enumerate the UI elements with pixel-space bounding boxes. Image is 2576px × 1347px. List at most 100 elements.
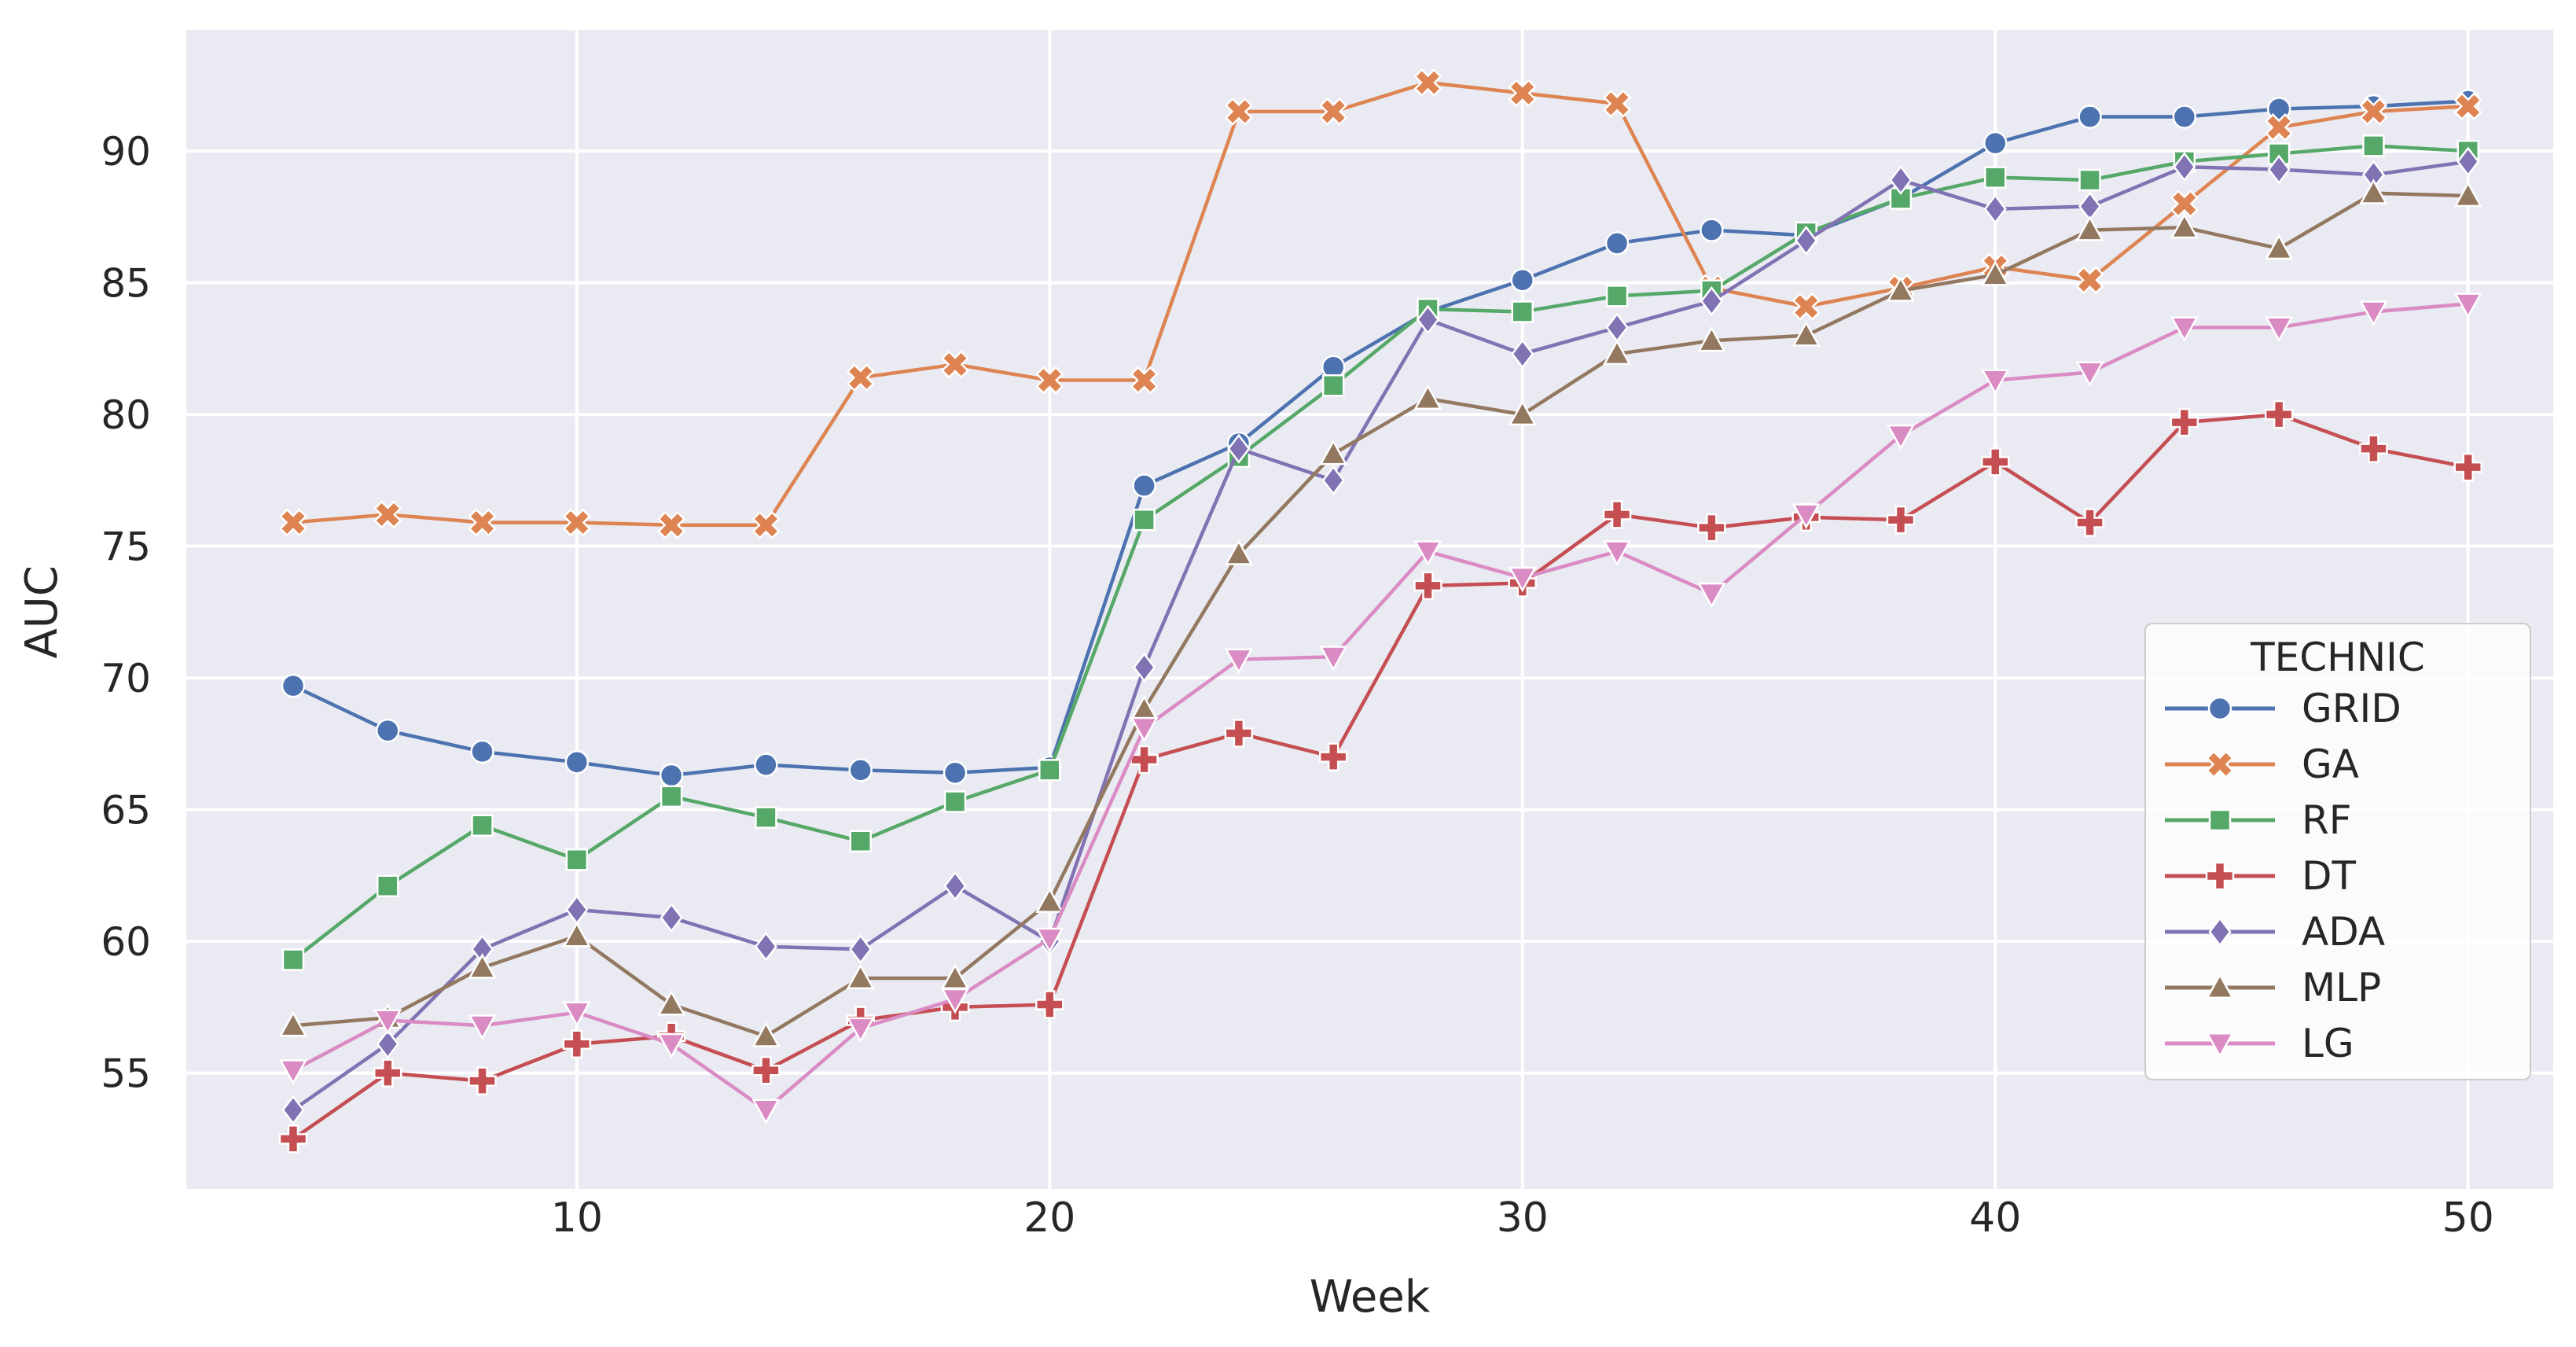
legend-marker-DT-icon: [2205, 861, 2235, 891]
series-MLP-marker-icon: [1886, 276, 1916, 302]
series-ADA-marker-icon: [1416, 304, 1440, 335]
series-DT-marker-icon: [1035, 990, 1064, 1019]
series-DT-marker-icon: [2453, 452, 2482, 482]
series-GA-marker-icon: [1508, 79, 1537, 108]
series-LG-marker-icon: [1886, 424, 1916, 451]
series-RF: [281, 134, 2479, 971]
series-LG: [278, 293, 2482, 1125]
series-ADA-marker-icon: [281, 1095, 305, 1125]
series-DT-marker-icon: [468, 1066, 497, 1095]
series-ADA-marker-icon: [943, 870, 967, 901]
series-RF-marker-icon: [471, 814, 494, 837]
series-MLP-marker-icon: [1035, 887, 1064, 913]
series-GA-marker-icon: [562, 508, 591, 537]
series-MLP-marker-icon: [562, 921, 591, 948]
series-line-LG: [292, 302, 2468, 1112]
series-GA-marker-icon: [940, 350, 970, 379]
series-GA: [278, 68, 2482, 539]
y-tick-label-90: 90: [101, 129, 151, 175]
series-ADA-marker-icon: [2267, 154, 2291, 185]
series-GRID-marker-icon: [754, 753, 778, 777]
series-GA-marker-icon: [373, 500, 402, 529]
series-MLP-marker-icon: [468, 953, 497, 979]
series-MLP-marker-icon: [1602, 339, 1632, 366]
y-tick-label-55: 55: [101, 1051, 151, 1097]
y-tick-label-75: 75: [101, 524, 151, 570]
series-GA-marker-icon: [1319, 97, 1348, 126]
series-ADA-marker-icon: [1511, 338, 1534, 370]
series-MLP-marker-icon: [2170, 212, 2199, 239]
series-GA-marker-icon: [846, 363, 875, 392]
series-DT-marker-icon: [2170, 407, 2199, 437]
series-RF-marker-icon: [1984, 166, 2007, 189]
series-RF-marker-icon: [2078, 168, 2101, 192]
series-GRID-marker-icon: [2172, 105, 2197, 129]
series-MLP-marker-icon: [751, 1021, 781, 1047]
legend-marker-GRID-icon: [2207, 697, 2232, 721]
series-LG-marker-icon: [2170, 316, 2199, 343]
series-DT-marker-icon: [1886, 505, 1916, 535]
series-ADA-marker-icon: [849, 934, 873, 965]
series-RF-marker-icon: [2267, 142, 2291, 165]
series-LG-marker-icon: [562, 1001, 591, 1028]
series-LG-marker-icon: [940, 988, 970, 1014]
legend-title: TECHNIC: [2251, 635, 2425, 680]
series-GA-marker-icon: [2265, 112, 2294, 142]
series-LG-marker-icon: [1602, 540, 1632, 566]
series-ADA-marker-icon: [660, 902, 683, 933]
series-RF-marker-icon: [1133, 508, 1156, 532]
series-LG-marker-icon: [846, 1017, 875, 1043]
series-GRID-marker-icon: [281, 673, 306, 698]
series-MLP-marker-icon: [1508, 399, 1537, 426]
legend-swatch-GA: [2165, 750, 2275, 779]
series-GRID-marker-icon: [659, 763, 684, 788]
x-tick-label-40: 40: [1969, 1194, 2021, 1242]
series-MLP-marker-icon: [1413, 384, 1442, 410]
x-axis-label: Week: [1310, 1272, 1431, 1323]
series-GRID-marker-icon: [1983, 131, 2008, 156]
series-LG-marker-icon: [2453, 293, 2482, 318]
series-GRID-marker-icon: [470, 739, 494, 764]
series-RF-marker-icon: [1038, 759, 1061, 782]
series-LG-marker-icon: [656, 1032, 686, 1059]
series-ADA: [281, 146, 2480, 1125]
series-DT-marker-icon: [1318, 742, 1348, 771]
series-ADA-marker-icon: [1983, 193, 2007, 224]
series-line-MLP: [292, 191, 2468, 1038]
series-MLP-marker-icon: [2265, 234, 2294, 260]
legend-item-RF: RF: [2160, 793, 2515, 848]
series-GA-marker-icon: [1603, 89, 1632, 118]
series-MLP: [278, 178, 2482, 1047]
series-ADA-marker-icon: [754, 931, 777, 962]
legend-item-GRID: GRID: [2160, 681, 2515, 737]
series-ADA-marker-icon: [1321, 465, 1345, 495]
series-ADA-marker-icon: [2457, 146, 2480, 177]
series-DT-marker-icon: [1602, 500, 1632, 529]
series-line-GA: [292, 80, 2468, 528]
series-ADA-marker-icon: [1889, 164, 1913, 196]
series-ADA-marker-icon: [1227, 433, 1251, 464]
legend-swatch-MLP: [2165, 973, 2275, 999]
series-LG-marker-icon: [1035, 927, 1064, 954]
series-LG-marker-icon: [1130, 716, 1159, 743]
series-RF-marker-icon: [565, 848, 589, 871]
series-MLP-marker-icon: [2359, 178, 2388, 204]
x-tick-label-10: 10: [551, 1194, 603, 1242]
series-DT-marker-icon: [1413, 571, 1442, 601]
legend-item-GA: GA: [2160, 737, 2515, 793]
series-LG-marker-icon: [278, 1059, 308, 1085]
series-line-GRID: [292, 99, 2468, 778]
y-tick-label-80: 80: [101, 392, 151, 438]
series-LG-marker-icon: [468, 1014, 497, 1040]
series-LG-marker-icon: [2075, 361, 2104, 388]
legend-item-DT: DT: [2160, 848, 2515, 904]
y-axis-label: AUC: [17, 565, 68, 658]
series-DT-marker-icon: [1697, 513, 1726, 543]
series-RF-marker-icon: [755, 806, 777, 829]
series-GRID-marker-icon: [1700, 218, 1724, 242]
x-tick-label-30: 30: [1497, 1194, 1549, 1242]
legend-item-ADA: ADA: [2160, 904, 2515, 959]
series-MLP-marker-icon: [1319, 439, 1348, 466]
